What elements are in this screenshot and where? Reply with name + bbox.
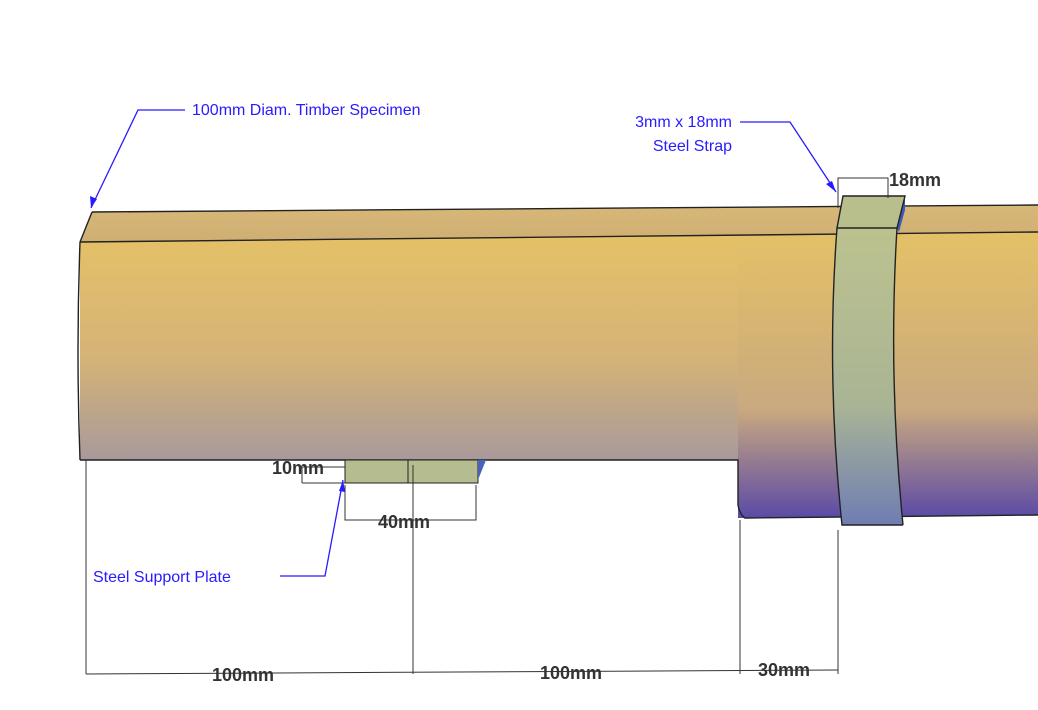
dim-span-right: 30mm [758,660,810,680]
dim-span-left: 100mm [212,665,274,685]
callout-leaders [90,109,837,577]
dim-plate-thickness: 10mm [272,458,324,478]
timber-specimen [77,204,1038,519]
timber-callout-label: 100mm Diam. Timber Specimen [192,102,421,119]
dim-strap-width: 18mm [889,170,941,190]
steel-support-plate [344,459,486,484]
timber-top-face [80,205,1038,242]
dim-span-middle: 100mm [540,663,602,683]
dimension-lines [85,177,889,675]
strap-callout-line1: 3mm x 18mm [635,114,732,131]
plate-callout-label: Steel Support Plate [93,569,231,586]
steel-strap [831,195,906,526]
dim-plate-length: 40mm [378,512,430,532]
strap-callout-line2: Steel Strap [653,138,732,155]
